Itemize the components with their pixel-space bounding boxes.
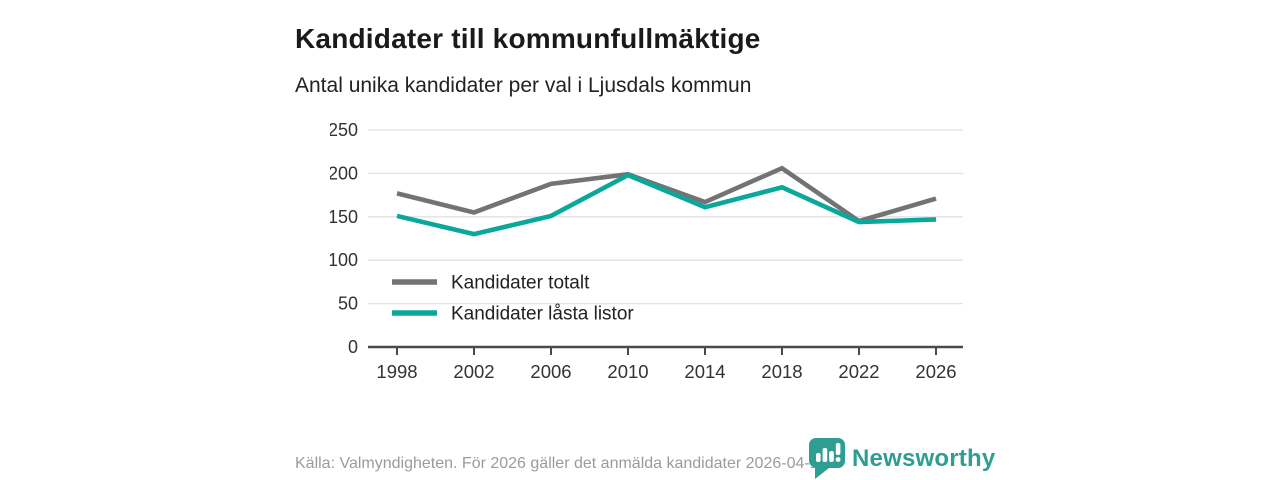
y-tick-label-250: 250 [330, 120, 358, 140]
y-tick-label-150: 150 [330, 207, 358, 227]
x-tick-label-2010: 2010 [607, 361, 648, 382]
x-tick-label-2022: 2022 [838, 361, 879, 382]
x-tick-label-2006: 2006 [530, 361, 571, 382]
page-title: Kandidater till kommunfullmäktige [295, 22, 761, 54]
y-tick-label-100: 100 [330, 250, 358, 270]
line-chart: 0 50 100 150 200 250 1998 2002 2006 2010 2014 2018 2… [328, 112, 978, 394]
legend-label-1: Kandidater låsta listor [451, 304, 634, 325]
y-tick-label-200: 200 [330, 163, 358, 183]
series-line-1 [396, 172, 937, 237]
x-tick-label-1998: 1998 [376, 361, 417, 382]
source-note: Källa: Valmyndigheten. För 2026 gäller d… [295, 455, 832, 472]
chart-subtitle: Antal unika kandidater per val i Ljusdal… [295, 74, 752, 97]
candidates-line-chart-svg: 0 50 100 150 200 250 1998 2002 2006 2010 2014 2018 2… [328, 120, 963, 382]
y-tick-label-0: 0 [348, 337, 358, 357]
series-line-0 [396, 165, 937, 224]
legend-label-0: Kandidater totalt [451, 273, 590, 294]
y-tick-label-50: 50 [338, 294, 358, 314]
x-tick-label-2014: 2014 [684, 361, 725, 382]
x-tick-label-2018: 2018 [761, 361, 802, 382]
newsworthy-wordmark: Newsworthy [852, 444, 996, 472]
x-tick-label-2026: 2026 [915, 361, 956, 382]
x-tick-label-2002: 2002 [453, 361, 494, 382]
newsworthy-logo-icon [809, 438, 845, 479]
newsworthy-logo[interactable]: Newsworthy [808, 437, 995, 480]
